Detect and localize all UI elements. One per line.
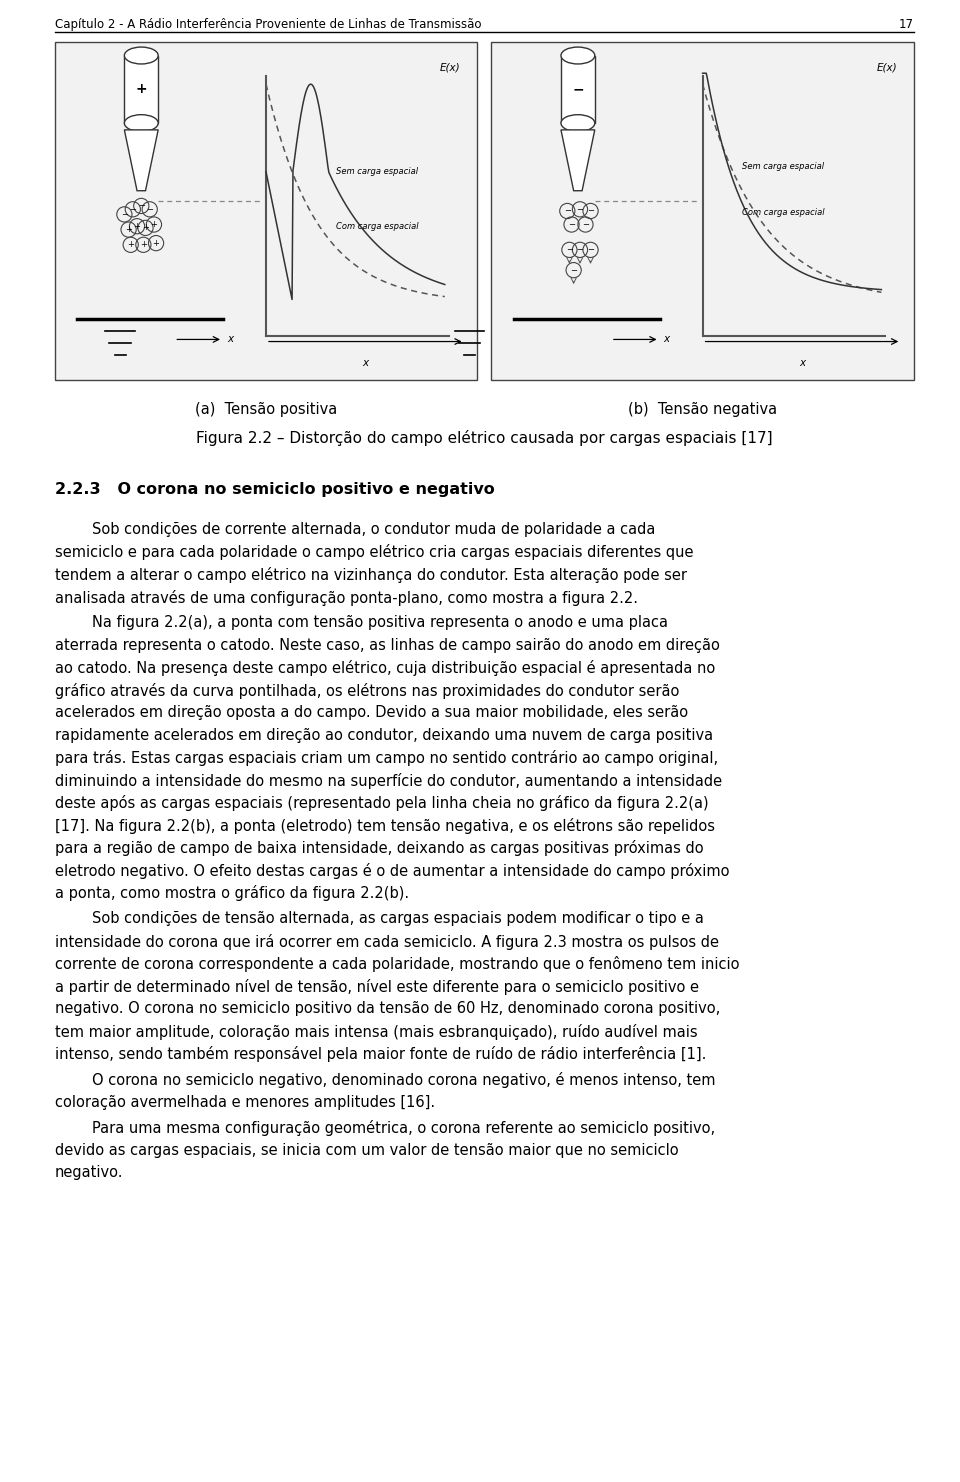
Text: coloração avermelhada e menores amplitudes [16].: coloração avermelhada e menores amplitud…	[55, 1095, 435, 1110]
Bar	[55, 41, 477, 379]
Text: tendem a alterar o campo elétrico na vizinhança do condutor. Esta alteração pode: tendem a alterar o campo elétrico na viz…	[55, 568, 686, 582]
Text: Figura 2.2 – Distorção do campo elétrico causada por cargas espaciais [17]: Figura 2.2 – Distorção do campo elétrico…	[196, 430, 773, 446]
Text: −: −	[568, 219, 575, 230]
Text: −: −	[121, 210, 128, 219]
Text: Com carga espacial: Com carga espacial	[336, 222, 419, 231]
Text: −: −	[577, 205, 584, 213]
Polygon shape	[561, 130, 595, 191]
Text: +: +	[128, 240, 134, 249]
Text: Sob condições de tensão alternada, as cargas espaciais podem modificar o tipo e : Sob condições de tensão alternada, as ca…	[55, 911, 704, 926]
Text: devido as cargas espaciais, se inicia com um valor de tensão maior que no semici: devido as cargas espaciais, se inicia co…	[55, 1143, 679, 1157]
Text: +: +	[142, 224, 149, 233]
Text: (b)  Tensão negativa: (b) Tensão negativa	[628, 402, 778, 416]
Text: x: x	[663, 335, 670, 344]
Bar	[561, 55, 595, 123]
Text: +: +	[153, 239, 159, 247]
Text: diminuindo a intensidade do mesmo na superfície do condutor, aumentando a intens: diminuindo a intensidade do mesmo na sup…	[55, 774, 722, 788]
Text: E(x): E(x)	[440, 62, 461, 73]
Text: negativo. O corona no semiciclo positivo da tensão de 60 Hz, denominado corona p: negativo. O corona no semiciclo positivo…	[55, 1002, 720, 1017]
Text: tem maior amplitude, coloração mais intensa (mais esbranquiçado), ruído audível : tem maior amplitude, coloração mais inte…	[55, 1024, 697, 1040]
Text: deste após as cargas espaciais (representado pela linha cheia no gráfico da figu: deste após as cargas espaciais (represen…	[55, 796, 708, 811]
Text: gráfico através da curva pontilhada, os elétrons nas proximidades do condutor se: gráfico através da curva pontilhada, os …	[55, 683, 679, 700]
Text: acelerados em direção oposta a do campo. Devido a sua maior mobilidade, eles ser: acelerados em direção oposta a do campo.…	[55, 705, 688, 720]
Text: Para uma mesma configuração geométrica, o corona referente ao semiciclo positivo: Para uma mesma configuração geométrica, …	[55, 1120, 715, 1137]
Text: ao catodo. Na presença deste campo elétrico, cuja distribuição espacial é aprese: ao catodo. Na presença deste campo elétr…	[55, 661, 715, 676]
Text: x: x	[228, 335, 233, 344]
Text: −: −	[570, 265, 577, 274]
Ellipse shape	[561, 47, 595, 64]
Text: (a)  Tensão positiva: (a) Tensão positiva	[195, 402, 337, 416]
Ellipse shape	[561, 114, 595, 132]
Polygon shape	[125, 130, 158, 191]
Text: −: −	[146, 205, 154, 213]
Bar	[492, 41, 914, 379]
Text: Capítulo 2 - A Rádio Interferência Proveniente de Linhas de Transmissão: Capítulo 2 - A Rádio Interferência Prove…	[55, 18, 481, 31]
Ellipse shape	[125, 47, 158, 64]
Text: eletrodo negativo. O efeito destas cargas é o de aumentar a intensidade do campo: eletrodo negativo. O efeito destas carga…	[55, 863, 730, 879]
Text: [17]. Na figura 2.2(b), a ponta (eletrodo) tem tensão negativa, e os elétrons sã: [17]. Na figura 2.2(b), a ponta (eletrod…	[55, 818, 714, 834]
Text: −: −	[588, 206, 594, 215]
Text: 2.2.3   O corona no semiciclo positivo e negativo: 2.2.3 O corona no semiciclo positivo e n…	[55, 482, 494, 496]
Text: rapidamente acelerados em direção ao condutor, deixando uma nuvem de carga posit: rapidamente acelerados em direção ao con…	[55, 728, 713, 742]
Text: x: x	[799, 359, 805, 368]
Text: Na figura 2.2(a), a ponta com tensão positiva representa o anodo e uma placa: Na figura 2.2(a), a ponta com tensão pos…	[55, 615, 668, 630]
Text: corrente de corona correspondente a cada polaridade, mostrando que o fenômeno te: corrente de corona correspondente a cada…	[55, 956, 739, 972]
Text: Sem carga espacial: Sem carga espacial	[336, 167, 418, 176]
Text: x: x	[362, 359, 369, 368]
Text: para trás. Estas cargas espaciais criam um campo no sentido contrário ao campo o: para trás. Estas cargas espaciais criam …	[55, 750, 718, 766]
Ellipse shape	[125, 114, 158, 132]
Text: +: +	[133, 222, 140, 231]
Text: +: +	[135, 83, 147, 96]
Text: −: −	[582, 219, 589, 230]
Text: semiciclo e para cada polaridade o campo elétrico cria cargas espaciais diferent: semiciclo e para cada polaridade o campo…	[55, 544, 693, 560]
Text: +: +	[151, 219, 157, 230]
Text: aterrada representa o catodo. Neste caso, as linhas de campo sairão do anodo em : aterrada representa o catodo. Neste caso…	[55, 637, 720, 654]
Text: O corona no semiciclo negativo, denominado corona negativo, é menos intenso, tem: O corona no semiciclo negativo, denomina…	[55, 1071, 715, 1088]
Text: analisada através de uma configuração ponta-plano, como mostra a figura 2.2.: analisada através de uma configuração po…	[55, 590, 637, 606]
Text: −: −	[572, 83, 584, 96]
Text: +: +	[125, 225, 132, 234]
Text: E(x): E(x)	[876, 62, 898, 73]
Text: +: +	[140, 240, 147, 249]
Text: −: −	[565, 246, 573, 255]
Text: −: −	[588, 246, 594, 255]
Text: a partir de determinado nível de tensão, nível este diferente para o semiciclo p: a partir de determinado nível de tensão,…	[55, 978, 699, 994]
Text: intenso, sendo também responsável pela maior fonte de ruído de rádio interferênc: intenso, sendo também responsável pela m…	[55, 1046, 707, 1063]
Text: Sob condições de corrente alternada, o condutor muda de polaridade a cada: Sob condições de corrente alternada, o c…	[55, 522, 655, 536]
Text: negativo.: negativo.	[55, 1165, 123, 1181]
Bar	[125, 55, 158, 123]
Text: intensidade do corona que irá ocorrer em cada semiciclo. A figura 2.3 mostra os : intensidade do corona que irá ocorrer em…	[55, 934, 719, 950]
Text: −: −	[130, 205, 136, 213]
Text: −: −	[577, 246, 584, 255]
Text: 17: 17	[899, 18, 914, 31]
Text: −: −	[138, 202, 145, 210]
Text: Sem carga espacial: Sem carga espacial	[742, 162, 825, 170]
Text: Com carga espacial: Com carga espacial	[742, 209, 825, 218]
Text: para a região de campo de baixa intensidade, deixando as cargas positivas próxim: para a região de campo de baixa intensid…	[55, 840, 704, 857]
Text: −: −	[564, 206, 571, 215]
Text: a ponta, como mostra o gráfico da figura 2.2(b).: a ponta, como mostra o gráfico da figura…	[55, 885, 409, 901]
